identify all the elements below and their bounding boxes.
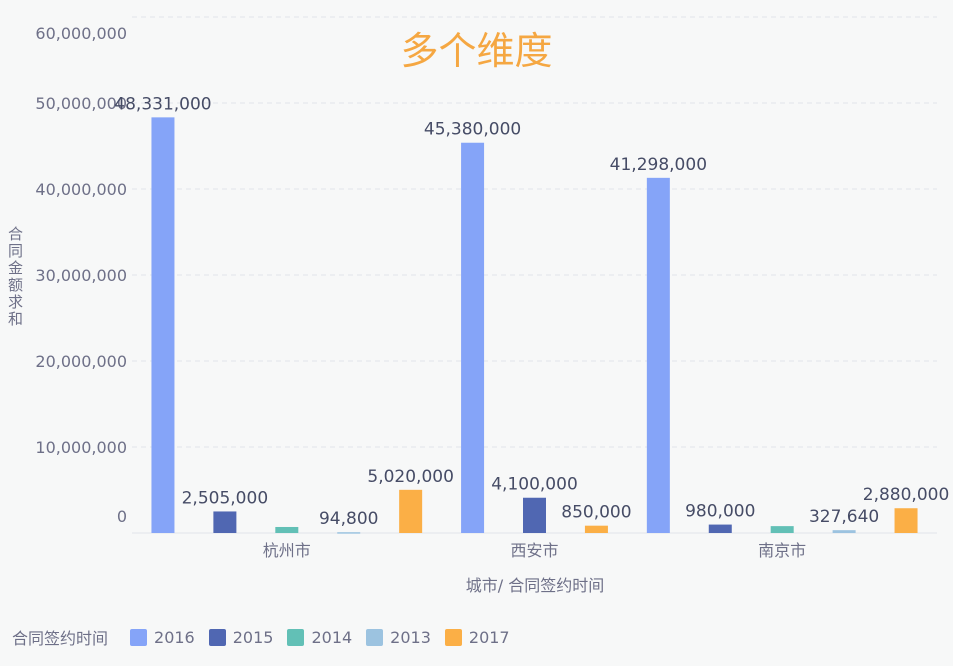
legend-swatch [287,628,305,646]
chart-title: 多个维度 [400,29,553,73]
x-category-label: 西安市 [510,541,558,560]
data-label: 850,000 [561,503,631,523]
y-tick-label: 10,000,000 [35,438,127,457]
bar-2016 [646,177,670,533]
bar-2017 [894,508,918,533]
y-tick-label: 30,000,000 [35,266,127,285]
data-label: 41,298,000 [610,155,707,175]
data-label: 327,640 [809,507,879,527]
bar-2013 [337,532,361,534]
legend-item-2016[interactable]: 2016 [130,628,195,647]
bar-2014 [770,526,794,533]
y-axis-title: 合同金额求和 [8,225,24,328]
legend-swatch [208,628,226,646]
legend-item-2013[interactable]: 2013 [366,628,431,647]
bar-2017 [584,525,608,533]
legend-item-2017[interactable]: 2017 [444,627,510,647]
data-label: 94,800 [319,509,378,529]
legend-label: 2013 [390,627,431,647]
data-label: 980,000 [685,502,755,522]
bar-2017 [399,489,423,533]
x-category-label: 南京市 [758,541,806,560]
x-category-label: 杭州市 [263,541,311,560]
legend-swatch [130,628,148,646]
data-label: 45,380,000 [424,120,521,140]
bar-2016 [461,142,485,533]
legend-swatch [366,628,384,646]
data-label: 2,880,000 [863,485,950,505]
data-label: 4,100,000 [491,475,578,495]
legend-label: 2017 [468,627,510,647]
y-tick-label: 60,000,000 [35,24,127,43]
legend-label: 2016 [154,627,195,647]
legend-swatch [444,628,462,646]
data-label: 48,331,000 [114,94,211,114]
bar-2015 [708,524,732,533]
y-tick-label: 40,000,000 [35,180,127,199]
bar-2014 [275,526,299,533]
legend: 合同签约时间 2016 2015 2014 2013 2017 [12,625,524,649]
legend-title: 合同签约时间 [12,629,109,648]
legend-label: 2015 [232,627,274,647]
legend-item-2015[interactable]: 2015 [208,627,274,647]
data-label: 2,505,000 [182,488,269,508]
y-tick-label: 0 [117,507,127,526]
legend-label: 2014 [311,627,353,647]
data-label: 5,020,000 [367,467,454,487]
legend-item-2014[interactable]: 2014 [287,628,352,647]
bar-2013 [832,530,856,533]
bar-2015 [213,511,237,533]
x-axis-title: 城市/ 合同签约时间 [465,576,605,595]
y-tick-label: 20,000,000 [35,352,127,371]
y-tick-label: 50,000,000 [35,94,127,113]
bar-2015 [523,497,546,533]
bar-2016 [151,117,175,534]
